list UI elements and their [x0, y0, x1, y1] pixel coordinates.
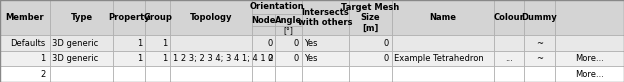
Text: More...: More... — [575, 54, 604, 63]
Text: Dummy: Dummy — [522, 13, 557, 22]
Text: 1 2 3; 2 3 4; 3 4 1; 4 1 2: 1 2 3; 2 3 4; 3 4 1; 4 1 2 — [173, 54, 273, 63]
Text: Property: Property — [109, 13, 150, 22]
Bar — [349, 66, 391, 82]
Text: Type: Type — [71, 13, 93, 22]
Bar — [50, 35, 114, 51]
Bar — [275, 26, 301, 35]
Bar — [252, 35, 275, 51]
Bar — [555, 51, 624, 66]
Text: 1: 1 — [162, 54, 168, 63]
Text: Yes: Yes — [304, 54, 318, 63]
Bar — [301, 0, 349, 35]
Text: Defaults: Defaults — [11, 39, 46, 48]
Bar — [50, 0, 114, 35]
Bar — [170, 35, 252, 51]
Text: 1: 1 — [137, 54, 143, 63]
Text: 2: 2 — [41, 70, 46, 79]
Text: Colour: Colour — [494, 13, 525, 22]
Text: ~: ~ — [536, 54, 543, 63]
Bar — [524, 35, 555, 51]
Bar — [252, 66, 275, 82]
Bar — [50, 51, 114, 66]
Bar — [349, 0, 391, 35]
Text: 0: 0 — [268, 54, 273, 63]
Text: Group: Group — [144, 13, 172, 22]
Bar — [275, 51, 301, 66]
Bar — [50, 66, 114, 82]
Bar — [145, 66, 170, 82]
Bar — [391, 35, 494, 51]
Bar — [555, 35, 624, 51]
Bar — [494, 35, 524, 51]
Bar — [494, 0, 524, 35]
Bar — [391, 66, 494, 82]
Text: 1: 1 — [41, 54, 46, 63]
Text: Angle: Angle — [275, 15, 302, 25]
Text: 0: 0 — [384, 39, 389, 48]
Bar — [114, 66, 145, 82]
Bar — [275, 14, 301, 26]
Bar — [349, 35, 391, 51]
Bar — [114, 51, 145, 66]
Bar — [494, 51, 524, 66]
Bar — [391, 0, 494, 35]
Text: Name: Name — [429, 13, 456, 22]
Bar — [524, 66, 555, 82]
Bar — [0, 66, 50, 82]
Bar — [494, 66, 524, 82]
Bar — [252, 26, 275, 35]
Text: Member: Member — [6, 13, 44, 22]
Bar — [145, 35, 170, 51]
Text: Topology: Topology — [190, 13, 232, 22]
Bar — [170, 0, 252, 35]
Bar — [555, 0, 624, 35]
Bar — [0, 51, 50, 66]
Bar — [252, 51, 275, 66]
Bar — [145, 51, 170, 66]
Text: 3D generic: 3D generic — [52, 54, 99, 63]
Bar — [524, 0, 555, 35]
Bar — [114, 0, 145, 35]
Bar — [349, 51, 391, 66]
Text: [°]: [°] — [283, 26, 293, 35]
Text: Example Tetrahedron: Example Tetrahedron — [394, 54, 484, 63]
Bar — [301, 51, 349, 66]
Text: More...: More... — [575, 70, 604, 79]
Bar — [252, 0, 301, 14]
Text: 0: 0 — [294, 39, 299, 48]
Text: Target Mesh
Size
[m]: Target Mesh Size [m] — [341, 3, 399, 33]
Text: ~: ~ — [536, 39, 543, 48]
Text: 0: 0 — [294, 54, 299, 63]
Text: Intersects
with others: Intersects with others — [298, 8, 353, 27]
Bar — [301, 66, 349, 82]
Bar — [170, 51, 252, 66]
Text: Orientation: Orientation — [250, 2, 304, 11]
Bar — [391, 51, 494, 66]
Bar — [145, 0, 170, 35]
Bar — [0, 35, 50, 51]
Bar — [275, 35, 301, 51]
Bar — [114, 35, 145, 51]
Text: 0: 0 — [384, 54, 389, 63]
Text: ...: ... — [505, 54, 513, 63]
Text: 0: 0 — [268, 39, 273, 48]
Text: 3D generic: 3D generic — [52, 39, 99, 48]
Bar — [524, 51, 555, 66]
Text: 1: 1 — [137, 39, 143, 48]
Bar — [170, 66, 252, 82]
Text: Node: Node — [251, 15, 276, 25]
Text: Yes: Yes — [304, 39, 318, 48]
Text: 1: 1 — [162, 39, 168, 48]
Bar — [275, 66, 301, 82]
Bar — [301, 35, 349, 51]
Bar — [252, 14, 275, 26]
Bar — [555, 66, 624, 82]
Bar — [0, 0, 50, 35]
